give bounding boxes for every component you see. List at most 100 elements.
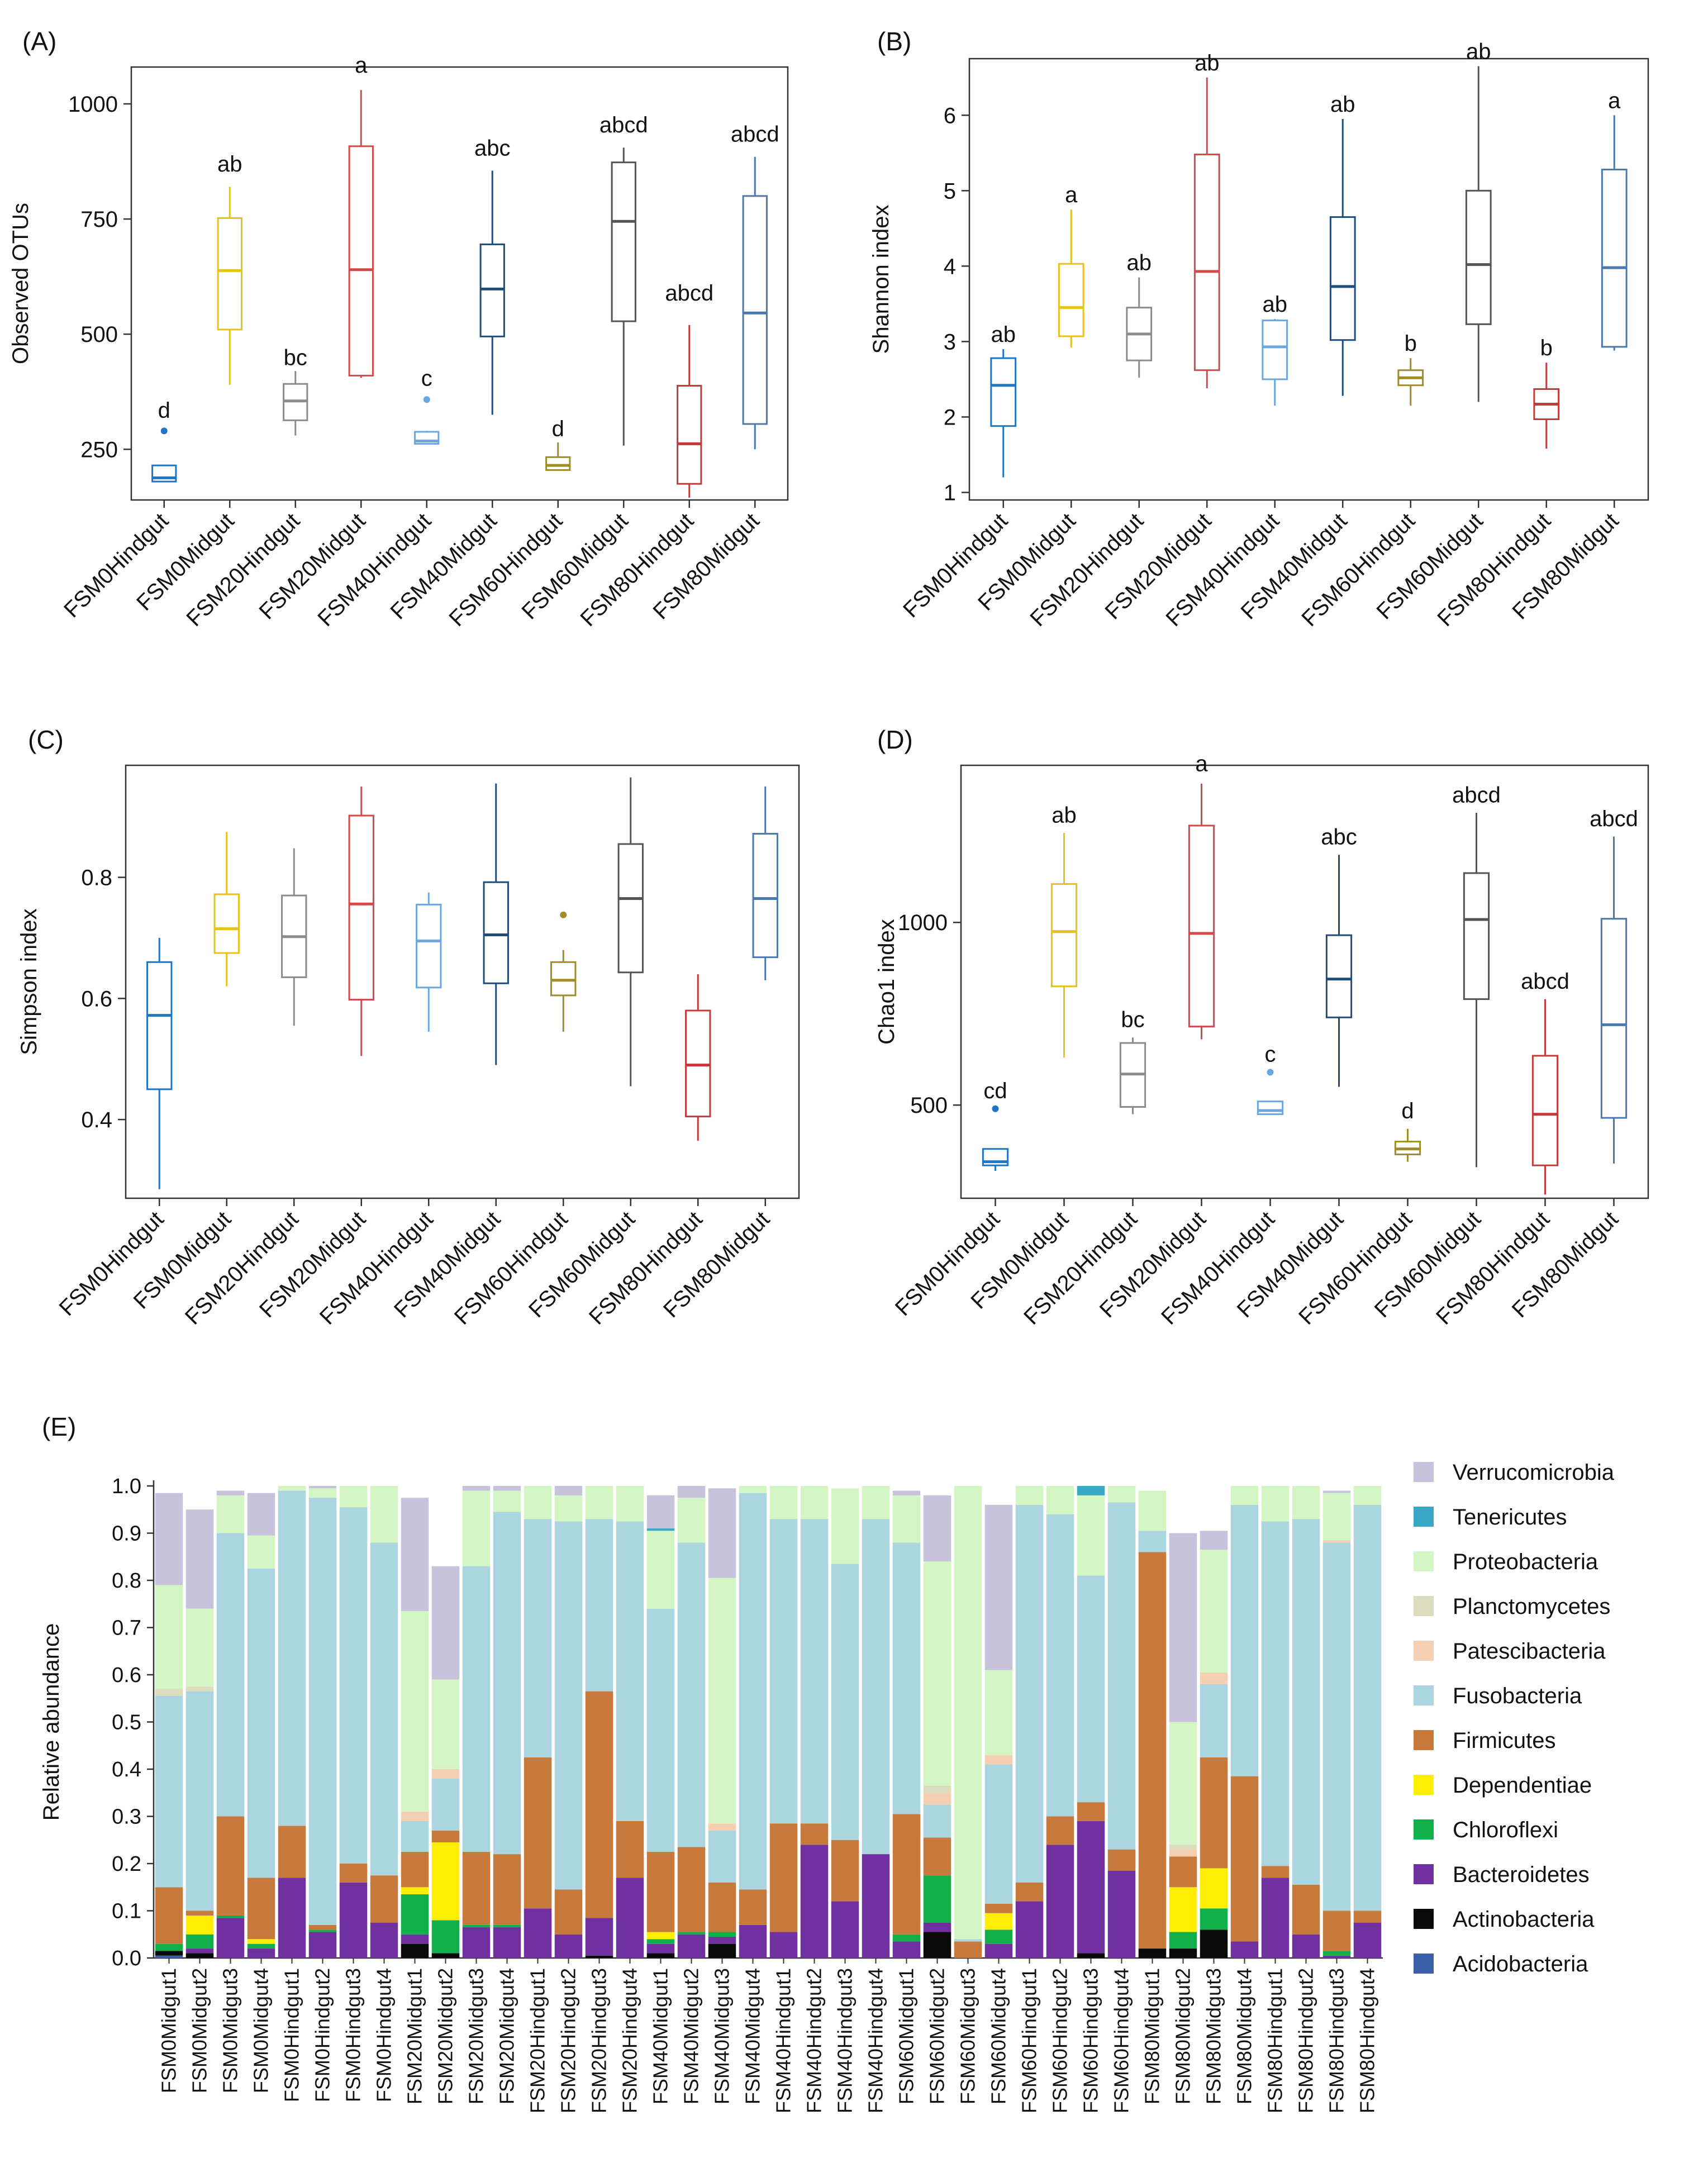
- segment-proteobacteria: [524, 1486, 552, 1519]
- legend-swatch-tenericutes: [1414, 1507, 1434, 1527]
- box-FSM40Hindgut: [1262, 318, 1288, 406]
- box-iqr: [1058, 263, 1084, 337]
- x-tick-label: FSM40Midgut4: [741, 1968, 764, 2104]
- box-iqr: [1262, 320, 1288, 380]
- stacked-bar-FSM60Midgut2: [923, 1495, 951, 1958]
- segment-chloroflexi: [923, 1875, 951, 1923]
- y-axis-label: Chao1 index: [874, 919, 899, 1045]
- segment-verrucomicrobia: [462, 1486, 491, 1491]
- segment-fusobacteria: [1046, 1514, 1074, 1817]
- segment-proteobacteria: [1353, 1486, 1382, 1505]
- segment-fusobacteria: [677, 1542, 706, 1847]
- segment-tenericutes: [1077, 1486, 1105, 1495]
- x-tick-label: FSM0Hindgut1: [280, 1968, 303, 2102]
- box-iqr: [990, 357, 1017, 427]
- segment-verrucomicrobia: [554, 1486, 583, 1495]
- box-FSM60Midgut: [1463, 813, 1490, 1168]
- box-iqr: [213, 893, 240, 954]
- segment-firmicutes: [1015, 1882, 1044, 1902]
- segment-firmicutes: [431, 1830, 460, 1842]
- segment-firmicutes: [892, 1814, 921, 1935]
- segment-proteobacteria: [862, 1486, 890, 1519]
- box-FSM0Hindgut: [146, 937, 173, 1189]
- significance-letter: a: [1195, 752, 1208, 776]
- segment-fusobacteria: [984, 1764, 1013, 1904]
- y-tick-label: 0.6: [81, 987, 112, 1011]
- x-tick-label: FSM60Hindgut1: [1018, 1968, 1041, 2113]
- stacked-bar-FSM80Hindgut3: [1322, 1490, 1351, 1958]
- significance-letter: abcd: [600, 113, 648, 137]
- segment-fusobacteria: [401, 1821, 429, 1852]
- segment-dependentiae: [431, 1842, 460, 1921]
- segment-proteobacteria: [739, 1486, 767, 1493]
- segment-dependentiae: [1169, 1887, 1197, 1932]
- segment-fusobacteria: [769, 1519, 798, 1824]
- segment-firmicutes: [524, 1757, 552, 1909]
- legend-label: Fusobacteria: [1453, 1684, 1582, 1708]
- significance-letter: ab: [1330, 92, 1355, 117]
- segment-bacteroidetes: [708, 1936, 736, 1944]
- segment-actinobacteria: [185, 1953, 214, 1958]
- segment-fusobacteria: [1261, 1521, 1290, 1866]
- segment-bacteroidetes: [677, 1934, 706, 1958]
- segment-chloroflexi: [216, 1915, 245, 1918]
- x-tick-label: FSM0Hindgut4: [373, 1968, 396, 2102]
- segment-fusobacteria: [462, 1566, 491, 1852]
- x-tick-label: FSM20Midgut1: [403, 1968, 426, 2104]
- segment-proteobacteria: [1046, 1486, 1074, 1514]
- box-FSM20Midgut: [1188, 783, 1215, 1040]
- box-FSM40Hindgut: [416, 892, 442, 1032]
- box-FSM20Midgut: [1193, 77, 1220, 389]
- x-tick-label: FSM80Hindgut2: [1295, 1968, 1317, 2113]
- segment-fusobacteria: [739, 1493, 767, 1890]
- segment-patescibacteria: [1200, 1672, 1228, 1684]
- segment-dependentiae: [401, 1887, 429, 1894]
- segment-bacteroidetes: [462, 1927, 491, 1958]
- segment-bacteroidetes: [616, 1878, 644, 1958]
- segment-proteobacteria: [984, 1670, 1013, 1755]
- x-tick-label: FSM60Midgut4: [987, 1968, 1010, 2104]
- y-tick-label: 0.0: [112, 1947, 141, 1970]
- y-tick-label: 250: [80, 437, 118, 462]
- stacked-bar-FSM40Hindgut4: [862, 1486, 890, 1958]
- significance-letter: c: [1265, 1042, 1276, 1067]
- segment-actinobacteria: [708, 1943, 736, 1958]
- stacked-bar-FSM20Hindgut2: [554, 1486, 583, 1958]
- segment-proteobacteria: [954, 1486, 982, 1940]
- stacked-bar-FSM0Hindgut3: [339, 1486, 368, 1958]
- x-tick-label: FSM80Hindgut: [575, 508, 698, 631]
- segment-firmicutes: [923, 1837, 951, 1876]
- segment-bacteroidetes: [185, 1948, 214, 1954]
- stacked-bar-FSM0Hindgut4: [370, 1486, 398, 1958]
- segment-dependentiae: [247, 1939, 275, 1944]
- segment-firmicutes: [155, 1887, 183, 1944]
- segment-firmicutes: [1169, 1856, 1197, 1888]
- segment-proteobacteria: [1138, 1490, 1167, 1531]
- segment-proteobacteria: [339, 1486, 368, 1508]
- segment-proteobacteria: [923, 1561, 951, 1786]
- segment-bacteroidetes: [1046, 1845, 1074, 1958]
- legend-label: Chloroflexi: [1453, 1818, 1558, 1842]
- box-iqr: [348, 145, 374, 377]
- outlier-point: [423, 396, 430, 403]
- segment-bacteroidetes: [1322, 1955, 1351, 1958]
- box-FSM60Midgut: [611, 147, 636, 446]
- significance-letter: ab: [1052, 803, 1077, 827]
- segment-proteobacteria: [677, 1498, 706, 1543]
- segment-firmicutes: [1046, 1816, 1074, 1845]
- box-FSM40Midgut: [479, 170, 505, 415]
- segment-fusobacteria: [954, 1939, 982, 1942]
- segment-fusobacteria: [339, 1507, 368, 1864]
- segment-chloroflexi: [462, 1924, 491, 1928]
- segment-proteobacteria: [585, 1486, 613, 1519]
- y-axis-label: Shannon index: [869, 205, 893, 354]
- x-tick-label: FSM20Midgut3: [465, 1968, 488, 2104]
- segment-dependentiae: [984, 1913, 1013, 1930]
- segment-firmicutes: [646, 1851, 675, 1932]
- segment-chloroflexi: [892, 1934, 921, 1942]
- plot-frame: [125, 764, 800, 1199]
- segment-proteobacteria: [462, 1490, 491, 1566]
- panel-label: (B): [877, 27, 911, 56]
